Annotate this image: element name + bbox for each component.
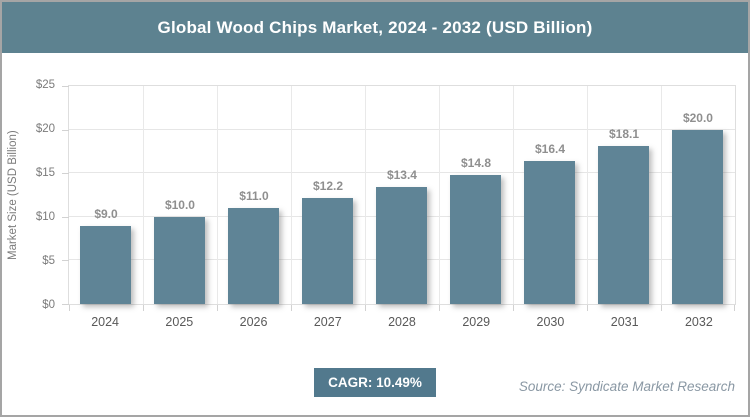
chart-header-band: Global Wood Chips Market, 2024 - 2032 (U… <box>2 2 748 53</box>
y-tick-label: $5 <box>42 255 55 267</box>
bar-slot: $12.2 <box>291 86 365 304</box>
bar-2032 <box>672 129 724 304</box>
v-gridline <box>364 86 366 304</box>
bar-slot: $10.0 <box>143 86 217 304</box>
x-tick-mark <box>587 305 588 311</box>
x-tick-mark <box>660 305 662 311</box>
x-axis-label: 2027 <box>313 315 342 329</box>
v-gridline <box>660 86 662 304</box>
bar-2024 <box>80 225 132 304</box>
x-axis-label: 2029 <box>462 315 491 329</box>
bar-value-label: $9.0 <box>94 206 118 221</box>
x-tick-mark <box>513 305 514 311</box>
v-gridline <box>142 86 144 304</box>
x-tick-mark <box>291 305 292 311</box>
bar-value-label: $20.0 <box>682 110 713 125</box>
x-tick-mark <box>216 305 218 311</box>
x-axis-label: 2026 <box>239 315 268 329</box>
bar-2029 <box>450 174 502 304</box>
bar-value-label: $11.0 <box>239 189 269 204</box>
cagr-badge: CAGR: 10.49% <box>314 368 436 397</box>
y-axis: $0 $5 $10 $15 $20 $25 <box>2 79 60 311</box>
v-gridline <box>291 86 292 304</box>
x-tick-mark <box>439 305 440 311</box>
y-tick-label: $20 <box>35 123 55 135</box>
y-tick-mark <box>62 173 69 175</box>
y-tick-mark <box>62 260 69 262</box>
v-gridline <box>513 86 514 304</box>
bar-value-label: $18.1 <box>608 127 639 142</box>
x-axis-label: 2024 <box>91 315 120 329</box>
bar-value-label: $16.4 <box>534 142 565 156</box>
bar-2025 <box>154 216 206 304</box>
x-axis: 2024 2025 2026 2027 2028 2029 2030 2031 2032 <box>68 307 736 333</box>
x-axis-label: 2032 <box>684 315 713 329</box>
bar-value-label: $10.0 <box>164 197 195 212</box>
x-axis-label: 2031 <box>610 315 639 329</box>
bar-2030 <box>524 161 576 304</box>
x-tick-mark <box>364 305 366 311</box>
bar-2031 <box>598 146 650 304</box>
x-tick-mark <box>734 305 735 311</box>
x-axis-label: 2028 <box>388 315 416 329</box>
y-tick-label: $25 <box>35 79 55 91</box>
y-tick-mark <box>62 216 69 218</box>
y-tick-label: $10 <box>35 211 55 223</box>
h-gridline <box>69 128 735 130</box>
bar-slot: $13.4 <box>365 86 439 304</box>
bar-2028 <box>376 187 428 304</box>
bar-value-label: $14.8 <box>460 155 491 170</box>
v-gridline <box>439 86 440 304</box>
chart-title: Global Wood Chips Market, 2024 - 2032 (U… <box>157 17 593 37</box>
y-tick-label: $0 <box>42 299 55 311</box>
y-tick-label: $15 <box>35 167 55 179</box>
bar-slot: $16.4 <box>513 86 587 304</box>
bar-2027 <box>302 197 354 304</box>
bar-slot: $14.8 <box>439 86 513 304</box>
bar-slot: $20.0 <box>661 86 735 304</box>
plot-area: $9.0 $10.0 $11.0 $12.2 $13.4 $14.8 $16.4 $18.1 $… <box>62 85 736 311</box>
bar-2026 <box>228 208 280 304</box>
bar-slot: $9.0 <box>69 86 143 304</box>
bar-slot: $11.0 <box>217 86 291 304</box>
y-tick-mark <box>62 86 69 87</box>
y-tick-mark <box>62 129 69 131</box>
x-tick-mark <box>142 305 144 311</box>
source-credit: Source: Syndicate Market Research <box>518 379 735 394</box>
x-axis-label: 2030 <box>536 315 565 329</box>
bar-slot: $18.1 <box>587 86 661 304</box>
y-tick-mark <box>62 304 69 305</box>
bar-value-label: $13.4 <box>386 168 417 183</box>
v-gridline <box>216 86 218 304</box>
x-tick-mark <box>69 305 70 311</box>
h-gridline <box>69 172 735 174</box>
v-gridline <box>587 86 588 304</box>
bar-value-label: $12.2 <box>312 178 343 193</box>
x-axis-label: 2025 <box>165 315 194 329</box>
